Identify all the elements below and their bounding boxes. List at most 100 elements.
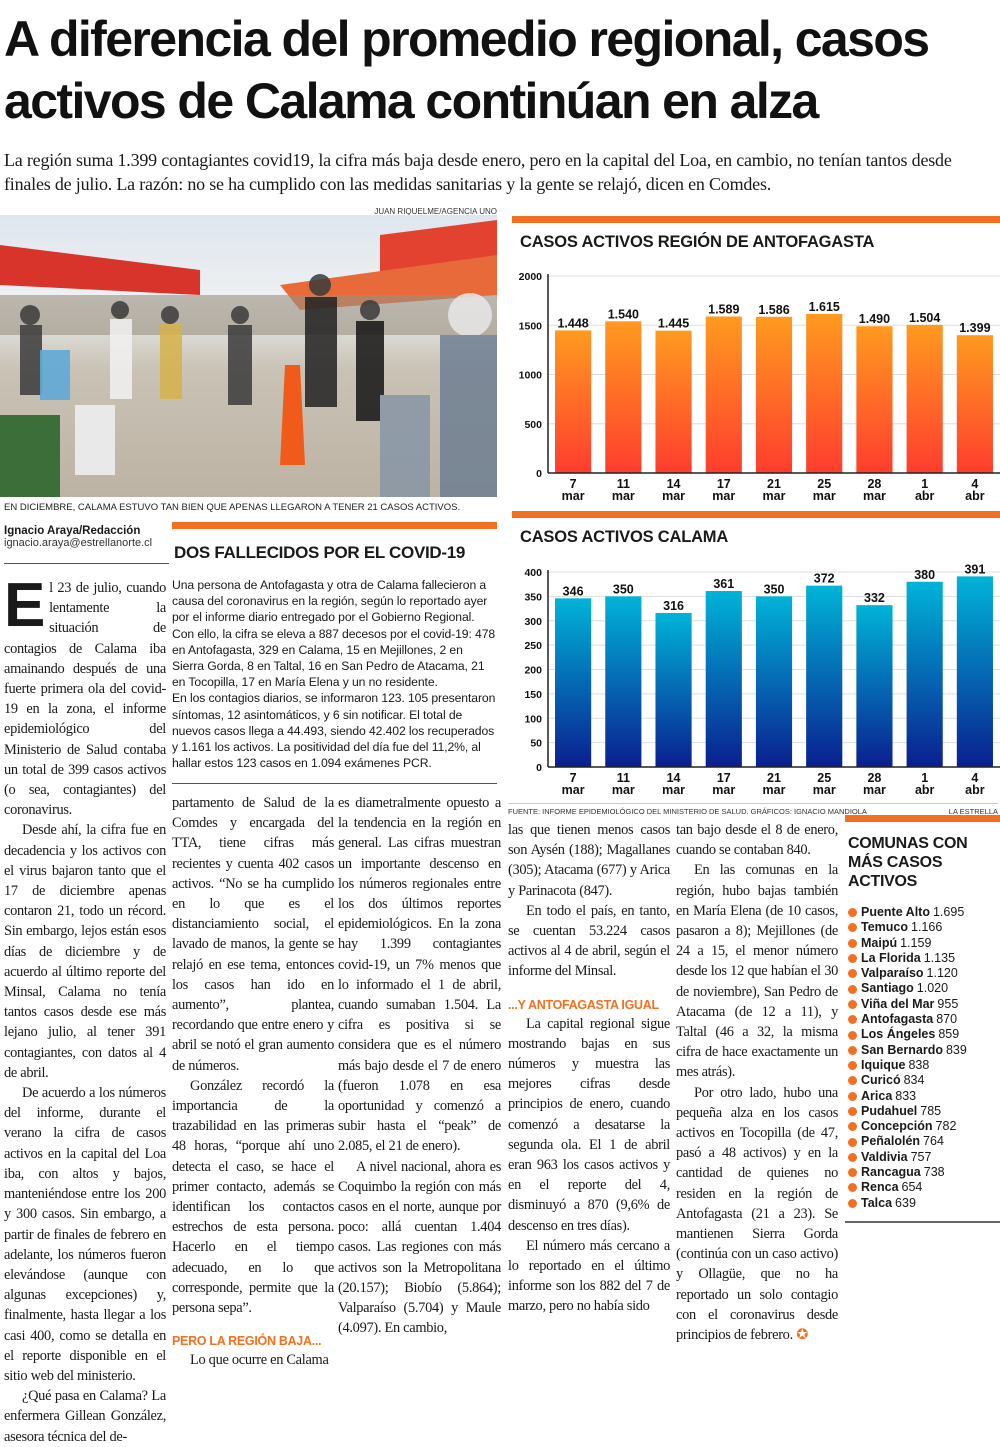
- chart-calama: CASOS ACTIVOS CALAMA 0 50 100 150 200 250 300 3…: [512, 511, 1000, 812]
- x-tick-day: 11: [617, 477, 630, 491]
- comuna-value: 654: [901, 1180, 923, 1195]
- bullet-icon: [848, 1091, 857, 1101]
- photo-caption: EN DICIEMBRE, CALAMA ESTUVO TAN BIEN QUE…: [4, 502, 461, 513]
- x-tick-day: 1: [921, 771, 928, 785]
- comuna-value: 757: [910, 1149, 932, 1164]
- bullet-icon: [848, 1015, 857, 1025]
- comuna-item: La Florida 1.135: [848, 951, 1000, 966]
- chart-source: FUENTE: INFORME EPIDEMIOLÓGICO DEL MINIS…: [508, 803, 998, 816]
- x-tick-day: 4: [971, 477, 978, 491]
- data-label: 1.504: [909, 311, 940, 325]
- y-tick-label: 400: [524, 567, 542, 579]
- x-tick-day: 25: [817, 477, 831, 491]
- comuna-value: 955: [937, 996, 959, 1011]
- comuna-item: Temuco 1.166: [848, 920, 1000, 935]
- y-tick-label: 350: [524, 591, 542, 603]
- bar: [906, 324, 943, 473]
- bar: [806, 313, 843, 473]
- comuna-value: 1.166: [911, 920, 943, 935]
- author-email[interactable]: ignacio.araya@estrellanorte.cl: [4, 537, 153, 549]
- y-tick-label: 500: [524, 419, 542, 431]
- source-text: FUENTE: INFORME EPIDEMIOLÓGICO DEL MINIS…: [508, 807, 867, 816]
- photo-illustration: [0, 220, 497, 497]
- bar: [956, 576, 993, 767]
- x-tick-day: 4: [971, 771, 978, 785]
- paragraph: partamento de Salud de la Comdes y encar…: [172, 795, 334, 1074]
- x-tick-month: mar: [763, 783, 786, 797]
- comuna-item: San Bernardo 839: [848, 1043, 1000, 1058]
- paragraph: Lo que ocurre en Calama: [190, 1352, 329, 1369]
- y-tick-label: 200: [524, 665, 542, 677]
- comuna-name: Curicó: [861, 1073, 901, 1088]
- comuna-item: Iquique 838: [848, 1058, 1000, 1073]
- comuna-name: La Florida: [861, 950, 921, 965]
- bar: [655, 612, 692, 767]
- data-label: 1.490: [859, 312, 890, 326]
- x-tick-month: mar: [612, 783, 635, 797]
- bullet-icon: [848, 1030, 857, 1040]
- paragraph: A nivel nacional, ahora es Coquimbo la r…: [338, 1158, 501, 1337]
- orange-rule: [512, 216, 1000, 223]
- comuna-item: Valdivia 757: [848, 1150, 1000, 1165]
- data-label: 1.586: [758, 303, 789, 317]
- bullet-icon: [848, 1122, 857, 1132]
- orange-rule: [845, 815, 1000, 822]
- comuna-name: Santiago: [861, 981, 914, 996]
- y-tick-label: 1000: [519, 370, 543, 382]
- bar: [755, 316, 793, 473]
- paragraph-text: Por otro lado, hubo una pequeña alza en …: [676, 1084, 838, 1344]
- subtitle: ...Y ANTOFAGASTA IGUAL: [508, 997, 659, 1012]
- x-tick-day: 11: [617, 771, 630, 785]
- comuna-value: 859: [938, 1027, 960, 1042]
- comuna-name: Temuco: [861, 920, 908, 935]
- comuna-name: Viña del Mar: [861, 996, 935, 1011]
- orange-rule: [172, 522, 497, 529]
- data-label: 1.540: [608, 307, 639, 321]
- byline: Ignacio Araya/Redacción ignacio.araya@es…: [4, 525, 169, 564]
- comuna-value: 833: [895, 1088, 917, 1103]
- data-label: 372: [814, 572, 835, 586]
- bar: [705, 316, 742, 473]
- comuna-item: Viña del Mar 955: [848, 997, 1000, 1012]
- bar-chart: 0501001502002503003504003467mar35011mar3…: [524, 562, 1000, 797]
- bullet-icon: [848, 954, 857, 964]
- headline-line-1: A diferencia del promedio regional, caso…: [4, 11, 930, 67]
- box-title: DOS FALLECIDOS POR EL COVID-19: [174, 543, 466, 562]
- comuna-item: Los Ángeles 859: [848, 1027, 1000, 1042]
- article-column-4: las que tienen menos casos son Aysén (18…: [508, 820, 670, 1317]
- comuna-item: Talca 639: [848, 1196, 1000, 1211]
- bullet-icon: [848, 1168, 857, 1178]
- x-tick-month: mar: [562, 783, 585, 797]
- comunas-list: Puente Alto 1.695 Temuco 1.166 Maipú 1.159 La …: [845, 905, 1000, 1211]
- x-tick-month: mar: [662, 783, 685, 797]
- comuna-item: Concepción 782: [848, 1119, 1000, 1134]
- article-column-5: tan bajo desde el 8 de enero, cuando se …: [676, 820, 838, 1345]
- bar-chart: 05001000150020001.4487mar1.54011mar1.445…: [519, 271, 1000, 503]
- bar: [906, 581, 943, 767]
- comuna-item: Arica 833: [848, 1089, 1000, 1104]
- y-tick-label: 150: [524, 689, 542, 701]
- article-column-2: partamento de Salud de la Comdes y encar…: [172, 793, 334, 1370]
- data-label: 391: [964, 562, 985, 576]
- article-column-3: es diametralmente opuesto a la tendencia…: [338, 793, 501, 1338]
- comuna-item: Curicó 834: [848, 1073, 1000, 1088]
- bullet-icon: [848, 1107, 857, 1116]
- bullet-icon: [848, 1076, 857, 1086]
- x-tick-day: 14: [667, 771, 681, 785]
- comuna-item: Santiago 1.020: [848, 981, 1000, 996]
- data-label: 1.399: [959, 321, 990, 335]
- paragraph: Desde ahí, la cifra fue en decadencia y …: [4, 822, 166, 1081]
- sidebar-divider: [845, 1220, 1000, 1223]
- comuna-value: 639: [895, 1195, 916, 1210]
- comuna-name: Valdivia: [861, 1149, 908, 1164]
- comuna-value: 785: [920, 1103, 942, 1118]
- comuna-value: 764: [923, 1134, 944, 1149]
- comuna-value: 870: [936, 1012, 958, 1027]
- data-label: 1.615: [809, 300, 840, 314]
- comuna-name: Pudahuel: [861, 1103, 918, 1118]
- bullet-icon: [848, 908, 857, 918]
- bar: [856, 326, 893, 473]
- comuna-name: Concepción: [861, 1119, 933, 1134]
- subheadline: La región suma 1.399 contagiantes covid1…: [4, 150, 952, 194]
- bullet-icon: [848, 1137, 857, 1147]
